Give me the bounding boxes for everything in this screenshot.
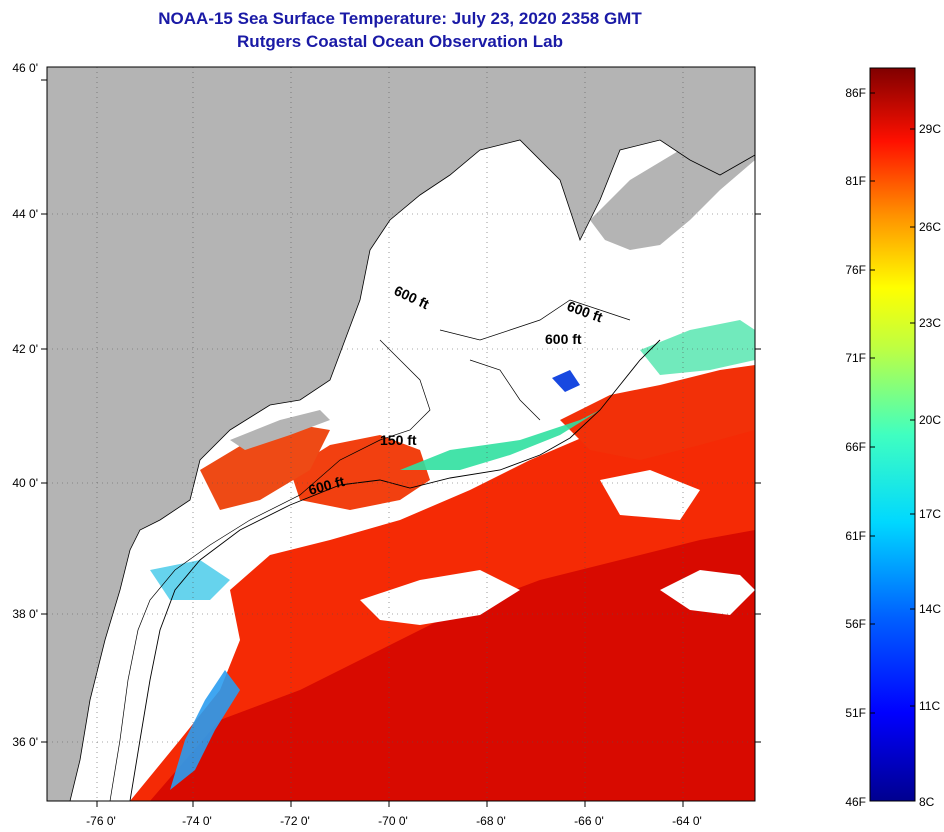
lat-label-40: 40 0': [12, 476, 38, 490]
map-area: 600 ft 600 ft 600 ft 150 ft 600 ft: [47, 67, 755, 801]
colorbar-c-29: 29C: [919, 122, 941, 136]
warm-water-mid: [560, 365, 755, 460]
bathymetry-contour-600ft: [129, 339, 661, 801]
colorbar-c-8: 8C: [919, 795, 935, 809]
lon-label-66: -66 0': [574, 814, 604, 828]
lat-label-42: 42 0': [12, 342, 38, 356]
lon-label-76: -76 0': [86, 814, 116, 828]
colorbar-f-51: 51F: [845, 706, 866, 720]
colorbar-f-46: 46F: [845, 795, 866, 809]
colorbar-ticks: [870, 92, 915, 714]
colorbar: [869, 67, 916, 802]
lon-label-68: -68 0': [476, 814, 506, 828]
contour-label-600ft: 600 ft: [545, 331, 582, 347]
colorbar-c-11: 11C: [919, 699, 940, 713]
lon-label-74: -74 0': [182, 814, 212, 828]
cloud-patch: [660, 570, 755, 615]
contour-label-150ft: 150 ft: [380, 432, 417, 448]
axis-ticks: [41, 79, 761, 807]
colorbar-f-76: 76F: [845, 263, 866, 277]
cool-band: [400, 395, 630, 470]
lon-label-64: -64 0': [672, 814, 702, 828]
lat-label-46: 46 0': [12, 61, 38, 75]
colorbar-f-71: 71F: [845, 351, 866, 365]
colorbar-f-81: 81F: [845, 174, 866, 188]
cool-patch-east: [640, 320, 755, 375]
land-us-east-coast: [47, 67, 755, 801]
coastline: [69, 139, 755, 801]
lat-label-38: 38 0': [12, 607, 38, 621]
cool-coastal: [150, 560, 230, 600]
colorbar-f-86: 86F: [845, 86, 866, 100]
lon-label-72: -72 0': [280, 814, 310, 828]
hot-water: [150, 530, 755, 801]
map-frame: [46, 66, 756, 802]
cool-shelf: [170, 670, 240, 790]
lat-label-44: 44 0': [12, 207, 38, 221]
cold-patch: [552, 370, 580, 392]
colorbar-c-20: 20C: [919, 413, 941, 427]
colorbar-f-61: 61F: [845, 529, 866, 543]
map-subtitle: Rutgers Coastal Ocean Observation Lab: [237, 32, 563, 51]
cloud-patch: [360, 570, 520, 625]
colorbar-f-66: 66F: [845, 440, 866, 454]
colorbar-c-14: 14C: [919, 602, 941, 616]
bathymetry-contour-150ft: [109, 339, 431, 801]
warm-nearshore: [200, 425, 330, 510]
cloud-patch: [600, 470, 700, 520]
land-nova-scotia: [590, 100, 755, 250]
map-grid: [47, 67, 755, 801]
lon-label-70: -70 0': [378, 814, 408, 828]
colorbar-c-26: 26C: [919, 220, 941, 234]
land-long-island: [230, 410, 330, 450]
colorbar-c-17: 17C: [919, 507, 941, 521]
map-title: NOAA-15 Sea Surface Temperature: July 23…: [158, 9, 642, 28]
bathymetry-contour-gulf-maine: [439, 299, 631, 421]
lat-label-36: 36 0': [12, 735, 38, 749]
colorbar-f-56: 56F: [845, 617, 866, 631]
colorbar-c-23: 23C: [919, 316, 941, 330]
